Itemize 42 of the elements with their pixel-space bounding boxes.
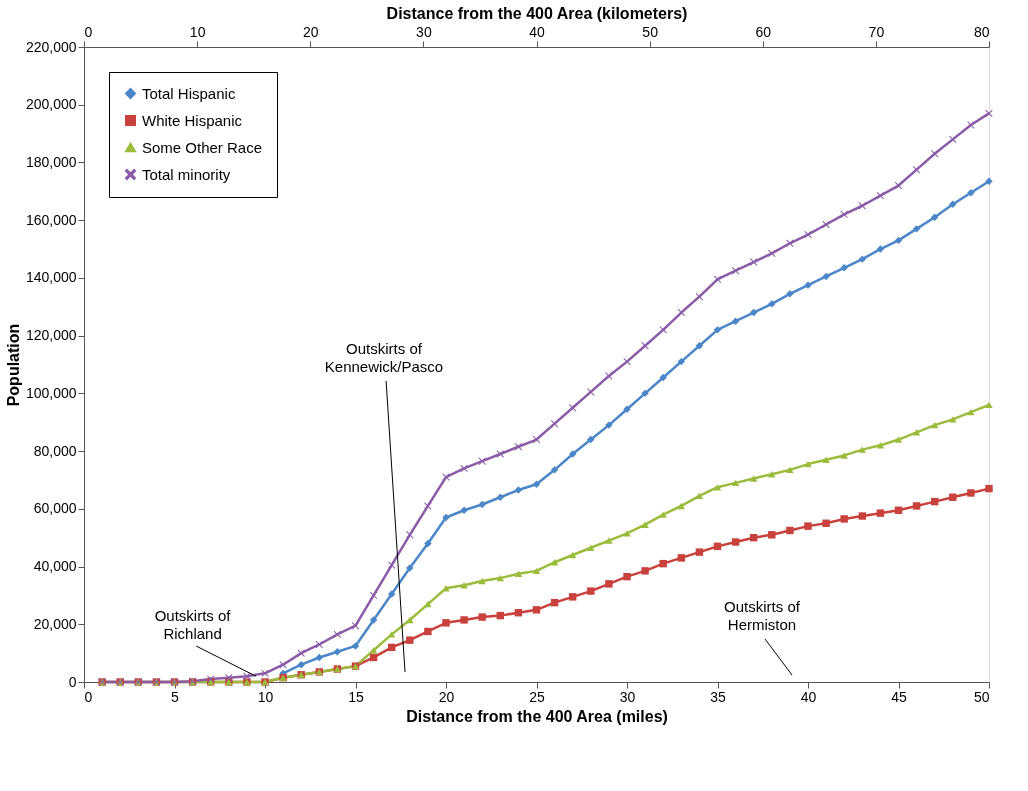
x-tick-label: 5 bbox=[171, 688, 180, 705]
x-axis-title: Distance from the 400 Area (miles) bbox=[406, 707, 668, 725]
x-tick-label: 35 bbox=[710, 688, 726, 705]
x-tick-label: 25 bbox=[529, 688, 545, 705]
y-tick-label: 40,000 bbox=[33, 558, 77, 575]
x2-axis-title: Distance from the 400 Area (kilometers) bbox=[386, 4, 688, 22]
y-tick-label: 140,000 bbox=[25, 269, 77, 286]
x-tick-label: 20 bbox=[438, 688, 455, 705]
y-tick-label: 120,000 bbox=[25, 327, 77, 344]
x2-tick-label: 20 bbox=[302, 23, 319, 40]
legend-label: White Hispanic bbox=[142, 111, 243, 129]
y-tick-label: 20,000 bbox=[33, 615, 77, 632]
legend-label: Total Hispanic bbox=[142, 84, 236, 102]
y-tick-label: 0 bbox=[68, 673, 77, 690]
y-tick-label: 100,000 bbox=[25, 384, 77, 401]
legend-label: Total minority bbox=[142, 165, 231, 183]
y-tick-label: 60,000 bbox=[33, 500, 77, 517]
x-tick-label: 45 bbox=[891, 688, 907, 705]
x2-tick-label: 30 bbox=[416, 23, 432, 40]
x-tick-label: 15 bbox=[348, 688, 364, 705]
y-tick-label: 200,000 bbox=[25, 96, 77, 113]
x2-tick-label: 70 bbox=[868, 23, 885, 40]
x-tick-label: 0 bbox=[84, 688, 93, 705]
x-tick-label: 40 bbox=[800, 688, 817, 705]
annotation: Outskirts of Kennewick/Pasco bbox=[324, 340, 444, 375]
y-tick-label: 180,000 bbox=[25, 153, 77, 170]
y-tick-label: 160,000 bbox=[25, 211, 77, 228]
annotation: Outskirts of Richland bbox=[154, 606, 232, 642]
y-tick-label: 220,000 bbox=[25, 38, 77, 55]
x2-tick-label: 60 bbox=[755, 23, 772, 40]
y-axis-title: Population bbox=[4, 323, 22, 407]
annotation: Outskirts of Hermiston bbox=[724, 598, 801, 633]
x-tick-label: 30 bbox=[619, 688, 636, 705]
x-tick-label: 50 bbox=[973, 688, 990, 705]
x2-tick-label: 40 bbox=[529, 23, 545, 40]
legend-label: Some Other Race bbox=[142, 138, 263, 156]
x2-tick-label: 80 bbox=[973, 23, 990, 40]
x2-tick-label: 50 bbox=[642, 23, 659, 40]
y-tick-label: 80,000 bbox=[33, 442, 77, 459]
x-tick-label: 10 bbox=[257, 688, 274, 705]
x2-tick-label: 10 bbox=[189, 23, 206, 40]
x2-tick-label: 0 bbox=[84, 23, 93, 40]
